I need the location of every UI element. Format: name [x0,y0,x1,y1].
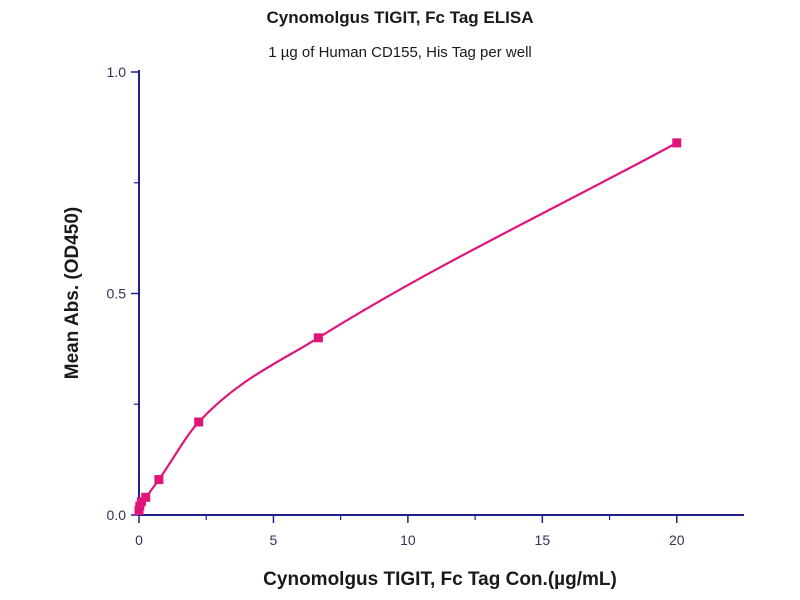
y-tick-label: 1.0 [107,64,127,80]
data-points [134,138,682,516]
chart-subtitle: 1 µg of Human CD155, His Tag per well [268,44,532,61]
ticks: 0 5 10 15 20 0.0 0.5 1.0 [107,64,685,548]
x-axis-label: Cynomolgus TIGIT, Fc Tag Con.(µg/mL) [263,569,617,590]
data-point [141,492,151,502]
x-tick-label: 10 [400,532,416,548]
y-tick-label: 0.5 [107,286,127,302]
data-point [154,475,164,485]
fit-curve [137,141,678,511]
y-tick-label: 0.0 [107,507,127,523]
axes [138,70,744,516]
y-axis-label: Mean Abs. (OD450) [62,207,83,379]
fit-curve-group [137,141,678,511]
x-tick-label: 15 [535,532,551,548]
data-point [672,138,682,148]
data-point [194,417,204,427]
chart-title: Cynomolgus TIGIT, Fc Tag ELISA [266,8,534,27]
data-point [313,333,323,343]
x-tick-label: 20 [669,532,685,548]
x-tick-label: 5 [270,532,278,548]
x-tick-label: 0 [135,532,143,548]
